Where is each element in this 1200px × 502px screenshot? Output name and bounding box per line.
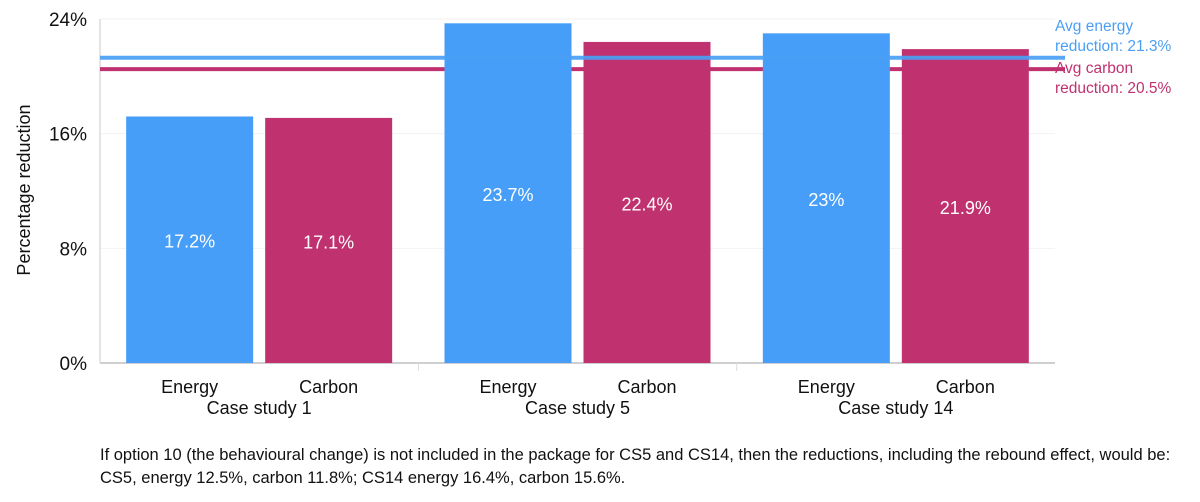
bar-carbon: [583, 41, 711, 363]
x-tick-label: Energy: [479, 377, 536, 397]
group-label: Case study 1: [207, 398, 312, 418]
bar-energy: [762, 33, 890, 363]
x-tick-label: Energy: [161, 377, 218, 397]
bar-carbon: [265, 117, 393, 364]
x-tick-label: Carbon: [936, 377, 995, 397]
data-label: 23.7%: [482, 185, 533, 205]
x-tick-label: Energy: [798, 377, 855, 397]
data-label: 21.9%: [940, 198, 991, 218]
data-label: 22.4%: [621, 194, 672, 214]
footnote: If option 10 (the behavioural change) is…: [100, 446, 1171, 487]
y-axis-label: Percentage reduction: [14, 104, 34, 275]
avg-energy-label: reduction: 21.3%: [1055, 38, 1172, 55]
y-tick-label: 0%: [60, 354, 88, 375]
group-label: Case study 14: [838, 398, 953, 418]
avg-carbon-label: reduction: 20.5%: [1055, 80, 1172, 97]
x-tick-label: Carbon: [617, 377, 676, 397]
data-label: 17.1%: [303, 232, 354, 252]
avg-carbon-label: Avg carbon: [1055, 60, 1133, 77]
bar-energy: [126, 116, 254, 363]
bar-carbon: [901, 49, 1029, 363]
avg-energy-label: Avg energy: [1055, 18, 1133, 35]
data-label: 17.2%: [164, 232, 215, 252]
x-tick-label: Carbon: [299, 377, 358, 397]
y-tick-label: 24%: [49, 10, 87, 31]
y-tick-label: 16%: [49, 125, 87, 146]
group-label: Case study 5: [525, 398, 630, 418]
bar-energy: [444, 23, 572, 364]
data-label: 23%: [808, 190, 844, 210]
y-tick-label: 8%: [60, 239, 88, 260]
